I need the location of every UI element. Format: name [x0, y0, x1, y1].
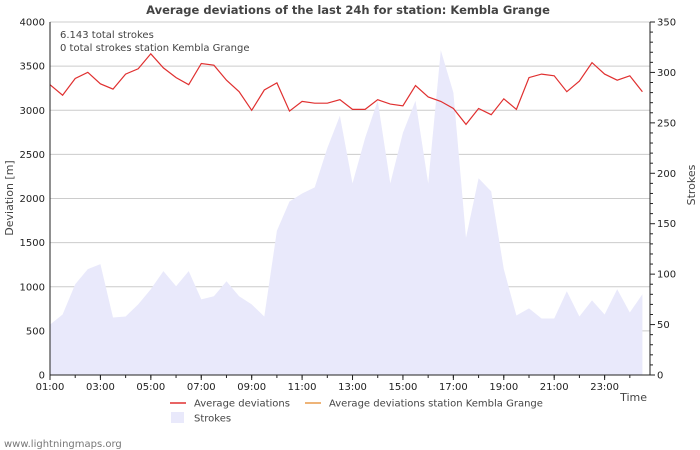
- average-deviations-line: [49, 52, 643, 126]
- y2-tick-label: 0: [657, 371, 663, 382]
- y-tick-label: 3000: [20, 106, 45, 117]
- x-tick-label: 19:00: [489, 382, 518, 393]
- x-tick-label: 15:00: [389, 382, 418, 393]
- watermark: www.lightningmaps.org: [4, 439, 122, 450]
- chart-title: Average deviations of the last 24h for s…: [146, 3, 550, 17]
- y2-tick-label: 100: [657, 270, 676, 281]
- x-tick-label: 11:00: [288, 382, 317, 393]
- x-tick-label: 23:00: [590, 382, 619, 393]
- legend-label: Average deviations: [194, 399, 290, 410]
- y-tick-label: 3500: [20, 62, 45, 73]
- strokes-area: [50, 50, 643, 375]
- x-tick-label: 05:00: [136, 382, 165, 393]
- y-tick-label: 500: [26, 326, 45, 337]
- legend-label: Average deviations station Kembla Grange: [329, 399, 543, 410]
- legend-swatch: [171, 412, 184, 423]
- y-tick-label: 2000: [20, 194, 45, 205]
- x-tick-label: 13:00: [338, 382, 367, 393]
- y-tick-label: 1000: [20, 282, 45, 293]
- x-tick-label: 17:00: [439, 382, 468, 393]
- y-tick-label: 0: [39, 371, 45, 382]
- y2-tick-label: 200: [657, 169, 676, 180]
- y2-tick-label: 50: [657, 320, 670, 331]
- legend: Average deviations Average deviations sta…: [170, 399, 543, 425]
- x-tick-label: 07:00: [187, 382, 216, 393]
- y2-tick-label: 250: [657, 118, 676, 129]
- station-strokes-text: 0 total strokes station Kembla Grange: [60, 43, 250, 54]
- x-tick-label: 01:00: [36, 382, 65, 393]
- x-axis-title: Time: [619, 391, 647, 404]
- tick-labels: 0 500 1000 1500 2000 2500 3000 3500 4000 0 50 100 15…: [20, 18, 677, 394]
- y2-tick-label: 150: [657, 219, 676, 230]
- y2-axis-title: Strokes: [685, 164, 698, 205]
- x-tick-label: 21:00: [540, 382, 569, 393]
- total-strokes-text: 6.143 total strokes: [60, 30, 154, 41]
- x-tick-label: 03:00: [86, 382, 115, 393]
- y-tick-label: 1500: [20, 238, 45, 249]
- legend-label: Strokes: [194, 414, 231, 425]
- y2-tick-label: 350: [657, 18, 676, 29]
- y-tick-label: 2500: [20, 150, 45, 161]
- y2-tick-label: 300: [657, 68, 676, 79]
- axes: [49, 21, 655, 380]
- y-axis-title: Deviation [m]: [3, 160, 16, 235]
- y-tick-label: 4000: [20, 18, 45, 29]
- x-tick-label: 09:00: [237, 382, 266, 393]
